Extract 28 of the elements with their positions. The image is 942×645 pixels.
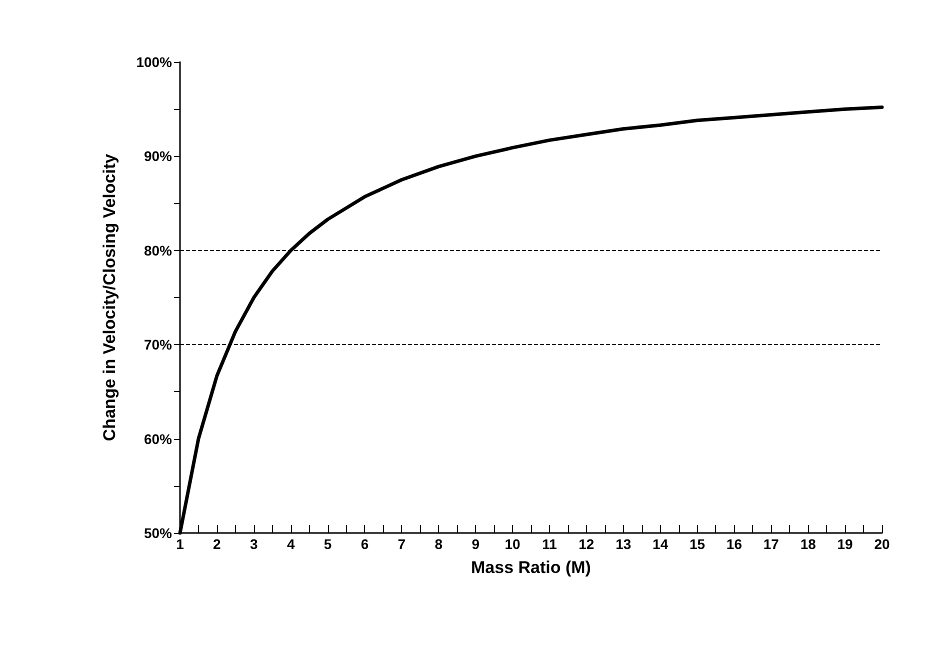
x-tick-label: 10 [504, 536, 521, 552]
y-tick-label: 70% [144, 336, 173, 353]
x-tick-label: 6 [360, 536, 369, 552]
x-tick-label: 9 [472, 536, 480, 552]
y-tick-label: 50% [144, 525, 173, 541]
x-tick-label: 18 [800, 536, 816, 552]
x-tick-label: 8 [434, 536, 443, 552]
x-tick-label: 4 [286, 536, 295, 552]
x-tick-label: 1 [176, 536, 184, 552]
x-tick-label: 2 [213, 536, 222, 552]
x-tick-label: 7 [398, 536, 406, 552]
x-tick-label: 5 [324, 536, 332, 552]
x-tick-label: 20 [874, 536, 890, 552]
x-tick-label: 16 [726, 536, 742, 552]
x-tick-label: 14 [652, 536, 668, 552]
y-tick-label: 100% [136, 54, 173, 70]
y-tick-label: 80% [144, 242, 173, 258]
y-tick-label: 90% [144, 148, 173, 164]
y-axis-title: Change in Velocity/Closing Velocity [100, 153, 119, 442]
x-tick-label: 19 [837, 536, 854, 552]
x-tick-label: 17 [763, 536, 780, 552]
x-tick-label: 11 [542, 536, 558, 552]
x-tick-label: 13 [616, 536, 632, 552]
x-tick-label: 3 [250, 536, 258, 552]
x-tick-label: 15 [689, 536, 706, 552]
y-tick-label: 60% [144, 430, 173, 447]
x-axis-title: Mass Ratio (M) [471, 558, 591, 577]
x-tick-label: 12 [578, 536, 594, 552]
